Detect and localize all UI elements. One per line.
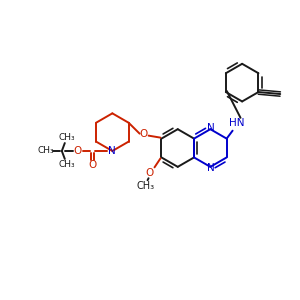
Text: CH₃: CH₃ (136, 181, 154, 191)
Text: N: N (208, 123, 215, 133)
Text: CH₃: CH₃ (38, 146, 54, 155)
Text: O: O (74, 146, 82, 156)
Text: O: O (88, 160, 97, 170)
Text: CH₃: CH₃ (58, 133, 75, 142)
Text: O: O (140, 129, 148, 139)
Text: O: O (146, 168, 154, 178)
Text: N: N (109, 146, 116, 156)
Text: CH₃: CH₃ (58, 160, 75, 169)
Text: HN: HN (229, 118, 244, 128)
Text: N: N (208, 163, 215, 173)
